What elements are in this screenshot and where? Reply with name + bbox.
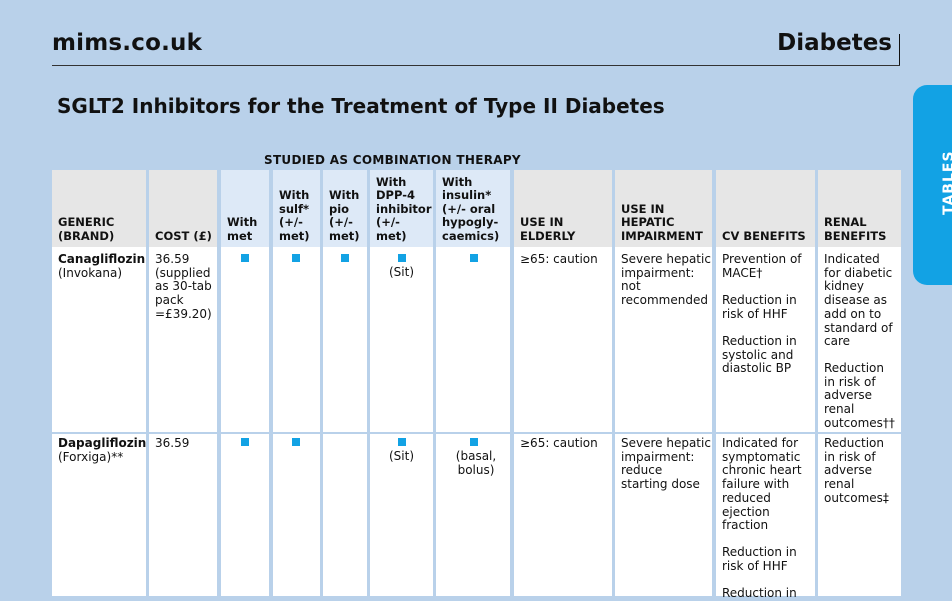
insulin-check-mark: [470, 438, 478, 446]
header-cv: CV BENEFITS: [716, 170, 815, 247]
generic-name: Dapagliflozin: [58, 436, 147, 450]
elderly-value: ≥65: caution: [520, 252, 598, 266]
dpp4-check-mark: [398, 438, 406, 446]
header-rule: [52, 65, 900, 66]
hepatic-value: Severe hepatic impairment: not recommend…: [621, 252, 711, 308]
header-hepatic: USE IN HEPATIC IMPAIRMENT: [615, 170, 712, 247]
header-generic: GENERIC (BRAND): [52, 170, 146, 247]
column-cv: [716, 247, 815, 596]
hepatic-value: Severe hepatic impairment: reduce starti…: [621, 436, 711, 492]
header-cost: COST (£): [149, 170, 217, 247]
header-divider: [899, 34, 900, 66]
site-name: mims.co.uk: [52, 30, 203, 56]
pio-check-mark: [341, 254, 349, 262]
column-insulin: [436, 247, 510, 596]
header-insulin: With insulin* (+/- oral hypogly-caemics): [436, 170, 510, 247]
group-heading: STUDIED AS COMBINATION THERAPY: [264, 153, 521, 167]
cost-value: 36.59 (supplied as 30-tab pack =£39.20): [155, 252, 212, 321]
insulin-check-mark: [470, 254, 478, 262]
generic-name: Canagliflozin: [58, 252, 146, 266]
met-check-mark: [241, 438, 249, 446]
column-pio: [323, 247, 367, 596]
insulin-note: (basal, bolus): [455, 449, 497, 477]
renal-benefit: Reduction in risk of adverse renal outco…: [824, 436, 889, 505]
header-elderly: USE IN ELDERLY: [514, 170, 612, 247]
sulf-check-mark: [292, 254, 300, 262]
section-title: Diabetes: [777, 30, 892, 56]
column-hepatic: [615, 247, 712, 596]
renal-benefit: Reduction in risk of adverse renal outco…: [824, 361, 895, 430]
column-generic: [52, 247, 146, 596]
sulf-check-mark: [292, 438, 300, 446]
column-met: [221, 247, 269, 596]
cv-benefit: Prevention of MACE†: [722, 252, 802, 280]
brand-name: (Invokana): [58, 266, 123, 280]
elderly-value: ≥65: caution: [520, 436, 598, 450]
column-dpp4: [370, 247, 433, 596]
row-separator: [52, 432, 901, 434]
side-tab-tables[interactable]: TABLES: [913, 85, 952, 285]
cv-benefit: Indicated for symptomatic chronic heart …: [722, 436, 802, 533]
renal-benefit: Indicated for diabetic kidney disease as…: [824, 252, 893, 349]
cv-benefit: Reduction in: [722, 586, 797, 600]
header-met: With met: [221, 170, 269, 247]
header-pio: With pio (+/- met): [323, 170, 367, 247]
header-dpp4: With DPP-4 inhibitor (+/- met): [370, 170, 433, 247]
cv-benefit: Reduction in risk of HHF: [722, 293, 797, 321]
column-cost: [149, 247, 217, 596]
dpp4-note: (Sit): [389, 265, 415, 279]
dpp4-check-mark: [398, 254, 406, 262]
column-renal: [818, 247, 901, 596]
brand-name: (Forxiga)**: [58, 450, 124, 464]
header-renal: RENAL BENEFITS: [818, 170, 901, 247]
side-tab-label: TABLES: [941, 150, 952, 215]
cost-value: 36.59: [155, 436, 190, 450]
cv-benefit: Reduction in risk of HHF: [722, 545, 797, 573]
header-sulf: With sulf* (+/- met): [273, 170, 320, 247]
met-check-mark: [241, 254, 249, 262]
column-elderly: [514, 247, 612, 596]
page-title: SGLT2 Inhibitors for the Treatment of Ty…: [57, 94, 665, 118]
column-sulf: [273, 247, 320, 596]
dpp4-note: (Sit): [389, 449, 415, 463]
cv-benefit: Reduction in systolic and diastolic BP: [722, 334, 797, 376]
